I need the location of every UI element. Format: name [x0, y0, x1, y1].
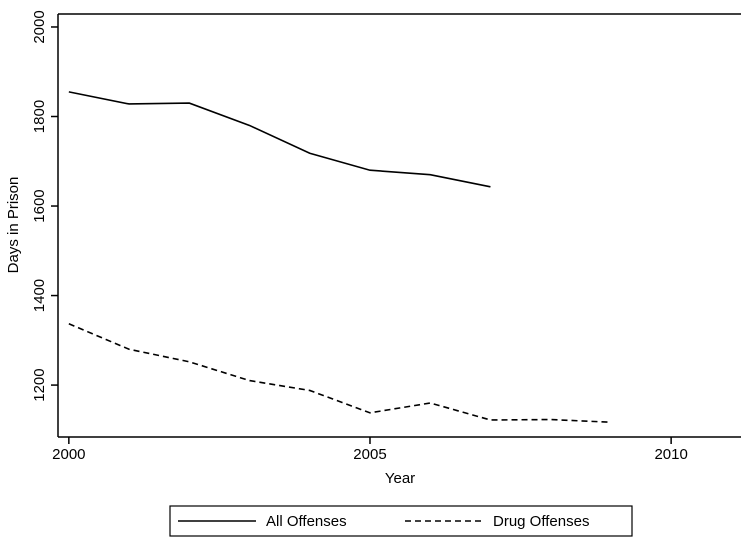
y-axis-label: Days in Prison: [5, 177, 22, 274]
legend-label: Drug Offenses: [493, 513, 589, 530]
y-tick-label: 2000: [31, 10, 48, 43]
y-tick-label: 1800: [31, 100, 48, 133]
x-tick-label: 2005: [353, 446, 386, 463]
x-axis-label: Year: [385, 470, 415, 487]
series-line: [68, 323, 611, 424]
x-tick-label: 2000: [52, 446, 85, 463]
y-tick-label: 1400: [31, 279, 48, 312]
y-tick-label: 1600: [31, 189, 48, 222]
series-line: [68, 91, 491, 188]
y-tick-label: 1200: [31, 368, 48, 401]
x-tick-label: 2010: [654, 446, 687, 463]
legend-label: All Offenses: [266, 513, 347, 530]
